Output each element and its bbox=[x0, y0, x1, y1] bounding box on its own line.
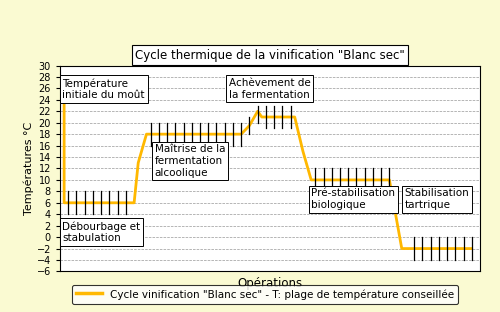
Text: Débourbage et
stabulation: Débourbage et stabulation bbox=[62, 221, 140, 243]
Text: Température
initiale du moût: Température initiale du moût bbox=[62, 78, 145, 100]
Legend: Cycle vinification "Blanc sec" - T: plage de température conseillée: Cycle vinification "Blanc sec" - T: plag… bbox=[72, 285, 458, 304]
Text: Stabilisation
tartrique: Stabilisation tartrique bbox=[404, 188, 469, 210]
Y-axis label: Températures °C: Températures °C bbox=[24, 122, 34, 215]
Text: Achèvement de
la fermentation: Achèvement de la fermentation bbox=[229, 78, 310, 100]
Text: Pré-stabilisation
biologique: Pré-stabilisation biologique bbox=[311, 188, 395, 210]
Text: Maîtrise de la
fermentation
alcoolique: Maîtrise de la fermentation alcoolique bbox=[154, 144, 225, 178]
X-axis label: Opérations: Opérations bbox=[238, 277, 302, 290]
Title: Cycle thermique de la vinification "Blanc sec": Cycle thermique de la vinification "Blan… bbox=[135, 49, 405, 61]
